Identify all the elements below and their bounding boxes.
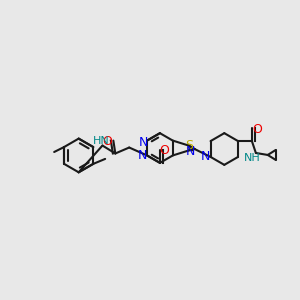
Text: N: N [201, 150, 210, 164]
Text: NH: NH [244, 153, 260, 163]
Text: HN: HN [93, 136, 110, 146]
Text: O: O [159, 143, 169, 157]
Text: O: O [252, 123, 262, 136]
Text: N: N [137, 149, 147, 162]
Text: N: N [186, 145, 195, 158]
Text: O: O [103, 135, 112, 148]
Text: N: N [138, 136, 148, 149]
Text: S: S [186, 139, 194, 152]
